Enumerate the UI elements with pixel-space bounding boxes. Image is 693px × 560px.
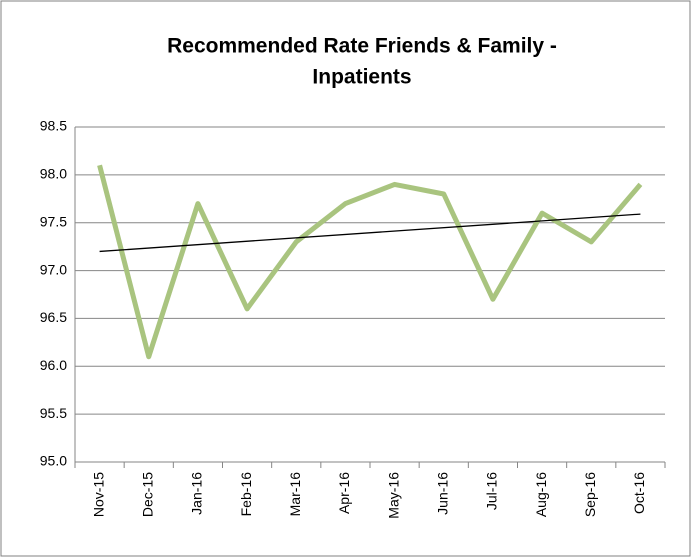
x-tick-label: Sep-16 <box>582 472 598 517</box>
y-tick-label: 97.5 <box>40 213 67 229</box>
y-tick-label: 98.5 <box>40 118 67 134</box>
y-tick-label: 97.0 <box>40 261 67 277</box>
x-tick-label: Nov-15 <box>90 472 106 517</box>
x-tick-label: Dec-15 <box>139 472 155 517</box>
x-tick-label: May-16 <box>385 472 401 519</box>
y-tick-label: 98.0 <box>40 166 67 182</box>
x-tick-label: Jun-16 <box>434 472 450 515</box>
y-tick-label: 96.0 <box>40 357 67 373</box>
x-tick-label: Mar-16 <box>287 472 303 517</box>
chart-title: Recommended Rate Friends & Family - <box>167 35 557 58</box>
y-tick-label: 96.5 <box>40 309 67 325</box>
x-tick-label: Jul-16 <box>484 472 500 510</box>
y-tick-label: 95.0 <box>40 453 67 469</box>
data-line <box>97 164 643 360</box>
trendline <box>99 213 641 253</box>
x-tick-label: Oct-16 <box>631 472 647 514</box>
y-tick-label: 95.5 <box>40 405 67 421</box>
x-tick-label: Feb-16 <box>238 472 254 517</box>
x-tick-label: Apr-16 <box>336 472 352 514</box>
chart-title: Inpatients <box>312 66 411 89</box>
x-tick-label: Aug-16 <box>533 472 549 517</box>
x-tick-label: Jan-16 <box>189 472 205 515</box>
